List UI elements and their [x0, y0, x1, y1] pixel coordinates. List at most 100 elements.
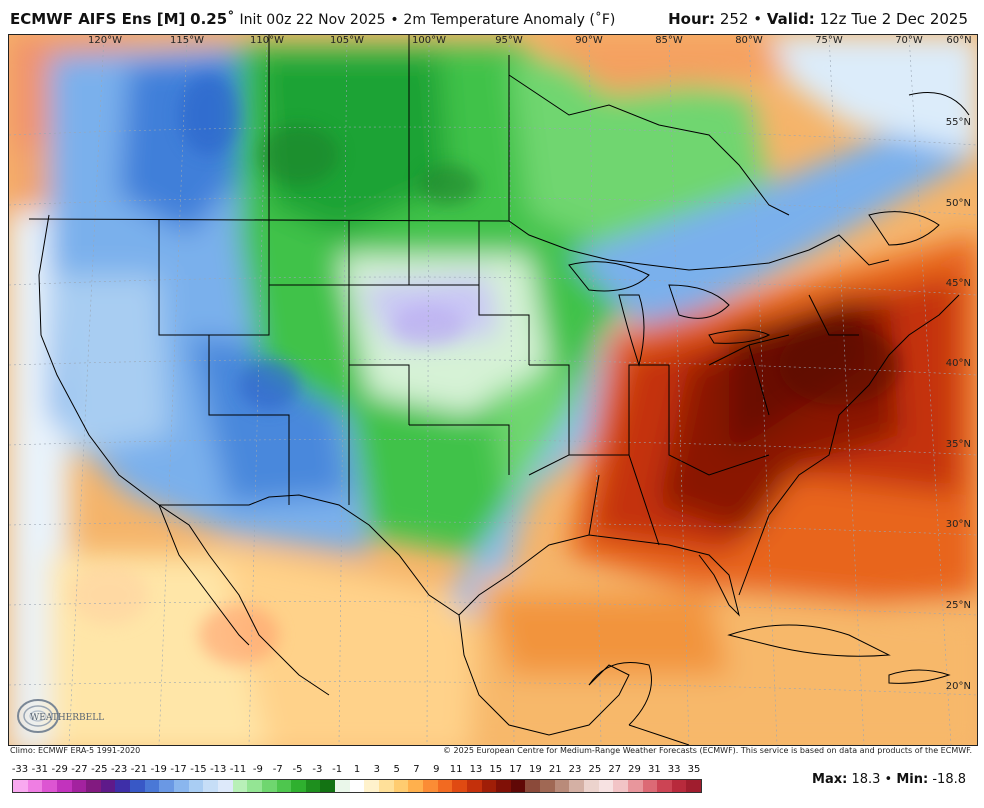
colorbar-label: 29: [628, 764, 641, 775]
colorbar-label: -17: [170, 764, 187, 775]
colorbar-label: 15: [489, 764, 503, 775]
colorbar-swatch: [598, 780, 614, 792]
lon-label: 95°W: [495, 35, 523, 46]
colorbar-swatch: [452, 780, 467, 792]
colorbar-label: 9: [433, 764, 440, 775]
colorbar-swatch: [232, 780, 248, 792]
valid-value: 12z Tue 2 Dec 2025: [819, 10, 968, 28]
colorbar-label: -15: [190, 764, 207, 775]
colorbar-swatch: [159, 780, 175, 792]
lat-label: 20°N: [945, 681, 971, 692]
colorbar-swatch: [100, 780, 116, 792]
colorbar-swatch: [217, 780, 233, 792]
colorbar-label: 27: [608, 764, 622, 775]
max-value: 18.3: [851, 772, 881, 787]
colorbar-label: -3: [312, 764, 323, 775]
colorbar-swatch: [627, 780, 643, 792]
colorbar-label: 5: [393, 764, 400, 775]
colorbar-label: -13: [210, 764, 227, 775]
lat-label: 45°N: [945, 278, 971, 289]
colorbar-swatch: [671, 780, 687, 792]
climo-note: Climo: ECMWF ERA-5 1991-2020: [10, 746, 141, 755]
valid-label: Valid:: [766, 10, 815, 28]
title-separator: •: [390, 12, 399, 28]
colorbar-swatch: [466, 780, 482, 792]
colorbar: -33 -31 -29 -27 -25 -23 -21 -19 -17 -15 -13 -11 -9 -7…: [12, 764, 702, 804]
colorbar-swatch: [320, 780, 336, 792]
colorbar-swatch: [188, 780, 204, 792]
lon-label: 120°W: [88, 35, 122, 46]
colorbar-swatch: [349, 780, 365, 792]
lon-label: 115°W: [170, 35, 204, 46]
lon-label: 80°W: [735, 35, 763, 46]
colorbar-label: 7: [413, 764, 420, 775]
lat-label: 50°N: [945, 198, 971, 209]
colorbar-swatch: [686, 780, 702, 792]
weatherbell-logo: WEATHERBELL: [14, 694, 106, 740]
init-time: Init 00z 22 Nov 2025: [239, 12, 386, 28]
colorbar-swatch: [642, 780, 658, 792]
lat-label: 35°N: [945, 439, 971, 450]
min-value: -18.8: [932, 772, 966, 787]
valid-info: Hour: 252 • Valid: 12z Tue 2 Dec 2025: [668, 10, 968, 28]
hour-value: 252: [719, 10, 749, 28]
colorbar-label: -27: [71, 764, 88, 775]
colorbar-label: 19: [529, 764, 542, 775]
colorbar-label: -29: [51, 764, 68, 775]
lat-label: 30°N: [945, 519, 971, 530]
colorbar-label: -23: [110, 764, 128, 775]
colorbar-label: -19: [150, 764, 167, 775]
colorbar-label: -31: [31, 764, 48, 775]
colorbar-swatch: [144, 780, 160, 792]
lat-label-top: 60°N: [946, 35, 972, 46]
colorbar-label: 21: [548, 764, 562, 775]
colorbar-swatch: [554, 780, 570, 792]
colorbar-swatch: [613, 780, 628, 792]
field-name: 2m Temperature Anomaly (˚F): [403, 12, 616, 28]
logo-icon: WEATHERBELL: [17, 699, 104, 733]
colorbar-label: 3: [373, 764, 380, 775]
colorbar-swatch: [305, 780, 321, 792]
valid-separator: •: [753, 10, 763, 28]
resolution: 0.25˚: [190, 10, 235, 28]
colorbar-label: -5: [292, 764, 303, 775]
colorbar-label: 17: [509, 764, 522, 775]
colorbar-swatch: [247, 780, 262, 792]
colorbar-label: -33: [11, 764, 29, 775]
colorbar-swatch: [42, 780, 57, 792]
colorbar-label: -21: [130, 764, 148, 775]
graticule: [9, 35, 977, 745]
lon-label: 110°W: [250, 35, 284, 46]
map[interactable]: 120°W 115°W 110°W 105°W 100°W 95°W 90°W …: [8, 34, 978, 746]
anomaly-fill: [9, 35, 977, 745]
lon-label: 85°W: [655, 35, 683, 46]
colorbar-swatch: [115, 780, 131, 792]
colorbar-swatch: [291, 780, 306, 792]
colorbar-swatch: [335, 780, 350, 792]
colorbar-labels: -33 -31 -29 -27 -25 -23 -21 -19 -17 -15 -13 -11 -9 -7…: [12, 764, 702, 778]
colorbar-swatch: [496, 780, 511, 792]
colorbar-label: -25: [91, 764, 108, 775]
colorbar-swatch: [408, 780, 423, 792]
colorbar-label: -7: [272, 764, 283, 775]
lon-label: 70°W: [895, 35, 923, 46]
colorbar-swatch: [569, 780, 584, 792]
colorbar-swatch: [583, 780, 599, 792]
colorbar-swatch: [261, 780, 277, 792]
colorbar-label: -11: [229, 764, 247, 775]
maxmin-separator: •: [884, 772, 893, 787]
lat-label: 55°N: [945, 117, 971, 128]
logo-text: WEATHERBELL: [30, 713, 104, 723]
anomaly-map: [9, 35, 977, 745]
colorbar-swatch: [364, 780, 380, 792]
colorbar-label: 1: [353, 764, 361, 775]
colorbar-swatch: [130, 780, 145, 792]
max-min: Max: 18.3 • Min: -18.8: [812, 772, 966, 787]
colorbar-swatch: [27, 780, 43, 792]
title: ECMWF AIFS Ens [M] 0.25˚ Init 00z 22 Nov…: [10, 10, 615, 28]
lon-label: 75°W: [815, 35, 843, 46]
colorbar-swatch: [540, 780, 555, 792]
colorbar-label: 23: [568, 764, 582, 775]
colorbar-swatch: [56, 780, 72, 792]
colorbar-label: 35: [687, 764, 701, 775]
